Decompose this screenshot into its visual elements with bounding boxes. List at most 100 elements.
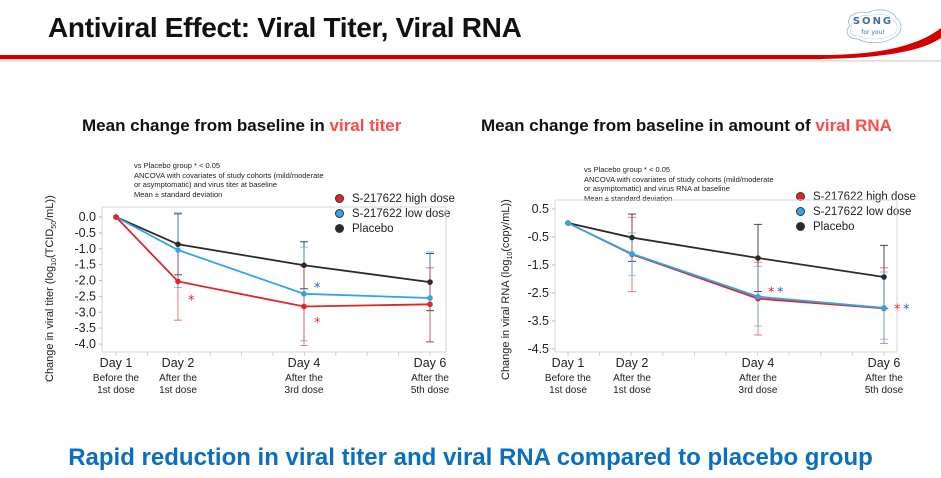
y-tick-label: -1.0 <box>74 242 96 256</box>
sublabel-line: After the <box>865 373 903 384</box>
significance-star: * <box>314 316 321 331</box>
x-category-label: Day 4 After the 3rd dose <box>269 356 339 397</box>
note-line: vs Placebo group * < 0.05 <box>134 161 221 170</box>
sublabel-line: Before the <box>544 373 592 384</box>
x-category-label: Day 1 Before the 1st dose <box>533 356 603 397</box>
x-category-sublabel: After the 5th dose <box>395 373 465 397</box>
data-point-placebo <box>427 279 433 285</box>
data-point-placebo <box>175 241 181 248</box>
header-rule <box>0 55 941 59</box>
sublabel-line: Before the <box>92 373 140 384</box>
note-line: or asymptomatic) and virus titer at base… <box>134 180 277 189</box>
x-category-label: Day 4 After the 3rd dose <box>723 356 793 397</box>
sublabel-line: After the <box>159 373 197 384</box>
data-point-low_dose <box>427 295 433 301</box>
legend-item-low-dose: S-217622 low dose <box>796 204 916 219</box>
x-category-label: Day 6 After the 5th dose <box>395 356 465 397</box>
note-line: ANCOVA with covariates of study cohorts … <box>584 174 774 184</box>
x-category-label: Day 2 After the 1st dose <box>143 356 213 397</box>
data-point-low_dose <box>755 293 761 300</box>
x-category-day: Day 6 <box>867 356 901 370</box>
sublabel-line: 3rd dose <box>738 385 778 396</box>
left-chart-notes: vs Placebo group * < 0.05 ANCOVA with co… <box>134 161 324 199</box>
y-tick-label: -2.0 <box>74 274 96 288</box>
data-point-low_dose <box>301 291 307 297</box>
y-tick-label: -3.5 <box>527 314 549 328</box>
header-rule-shadow <box>0 59 941 63</box>
x-category-day: Day 1 <box>551 356 585 370</box>
x-category-sublabel: After the 3rd dose <box>723 373 793 397</box>
left-chart-title: Mean change from baseline in viral titer <box>82 116 401 136</box>
legend-item-low-dose: S-217622 low dose <box>335 206 455 221</box>
significance-star: * <box>903 302 910 317</box>
sublabel-line: After the <box>411 373 449 384</box>
x-category-day: Day 2 <box>161 356 195 370</box>
significance-star: * <box>894 302 901 317</box>
significance-star: * <box>768 286 775 301</box>
data-point-high_dose <box>175 278 181 285</box>
y-tick-label: 0.5 <box>532 202 549 216</box>
sublabel-line: 1st dose <box>613 385 651 396</box>
note-line: or asymptomatic) and virus RNA at baseli… <box>584 184 730 193</box>
y-tick-label: -1.5 <box>527 258 549 272</box>
logo-cloud-icon <box>846 9 902 44</box>
data-point-placebo <box>755 255 761 261</box>
header-swoosh <box>821 28 941 60</box>
slide-title: Antiviral Effect: Viral Titer, Viral RNA <box>48 12 522 43</box>
logo-sub-text: for you! <box>861 29 885 36</box>
data-point-placebo <box>301 262 307 269</box>
sublabel-line: 1st dose <box>549 385 587 396</box>
sublabel-line: After the <box>739 373 777 384</box>
y-tick-label: -0.5 <box>74 226 96 240</box>
legend-label: S-217622 low dose <box>813 205 912 218</box>
sublabel-line: 5th dose <box>410 385 450 396</box>
x-category-day: Day 4 <box>741 356 775 370</box>
y-tick-label: 0.0 <box>79 210 96 224</box>
x-category-sublabel: Before the 1st dose <box>533 373 603 397</box>
data-point-high_dose <box>113 214 119 220</box>
left-chart-legend: S-217622 high dose S-217622 low dose Pla… <box>335 191 455 236</box>
data-point-low_dose <box>629 251 635 257</box>
series-line-high_dose <box>567 222 885 310</box>
note-line: Mean ± standard deviation <box>134 189 223 199</box>
y-tick-label: -2.5 <box>527 286 549 300</box>
y-tick-label: -3.5 <box>74 321 96 335</box>
significance-star: * <box>314 281 321 296</box>
sublabel-line: After the <box>285 373 323 384</box>
x-category-sublabel: After the 5th dose <box>849 373 919 397</box>
x-category-label: Day 1 Before the 1st dose <box>81 356 151 397</box>
right-chart-title-prefix: Mean change from baseline in amount of <box>481 116 816 135</box>
song-logo: SONG for you! <box>842 8 904 44</box>
left-chart-title-prefix: Mean change from baseline in <box>82 116 330 135</box>
y-tick-label: -2.5 <box>74 289 96 303</box>
logo-main-text: SONG <box>852 16 894 27</box>
legend-swatch-black <box>335 224 344 233</box>
y-tick-label: -4.0 <box>74 337 96 351</box>
data-point-high_dose <box>301 303 307 310</box>
x-category-sublabel: After the 3rd dose <box>269 373 339 397</box>
left-chart-title-highlight: viral titer <box>329 116 402 135</box>
y-tick-label: -4.5 <box>527 342 549 356</box>
x-category-label: Day 2 After the 1st dose <box>597 356 667 397</box>
significance-star: * <box>777 286 784 301</box>
legend-item-placebo: Placebo <box>335 221 455 236</box>
x-category-sublabel: After the 1st dose <box>143 373 213 397</box>
x-category-day: Day 2 <box>615 356 649 370</box>
sublabel-line: 1st dose <box>159 385 197 396</box>
x-category-day: Day 1 <box>99 356 133 370</box>
x-category-sublabel: After the 1st dose <box>597 373 667 397</box>
footer-headline: Rapid reduction in viral titer and viral… <box>68 444 873 471</box>
sublabel-line: After the <box>613 373 651 384</box>
legend-swatch-black <box>796 222 805 231</box>
y-tick-label: -0.5 <box>527 230 549 244</box>
sublabel-line: 1st dose <box>97 385 135 396</box>
sublabel-line: 3rd dose <box>284 385 324 396</box>
significance-star: * <box>188 294 195 309</box>
y-tick-label: -1.5 <box>74 258 96 272</box>
legend-swatch-blue <box>335 209 344 218</box>
legend-swatch-blue <box>796 207 805 216</box>
x-category-label: Day 6 After the 5th dose <box>849 356 919 397</box>
x-category-day: Day 6 <box>413 356 447 370</box>
data-point-placebo <box>629 234 635 241</box>
